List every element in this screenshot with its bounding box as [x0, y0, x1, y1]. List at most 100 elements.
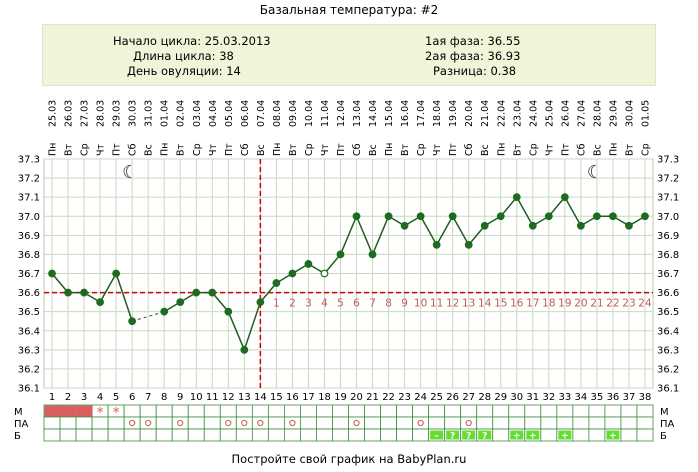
temperature-point	[593, 212, 601, 221]
day-number: 36	[607, 392, 620, 403]
temperature-point	[352, 212, 361, 221]
date-label: 12.04	[336, 100, 347, 127]
row-cell	[444, 416, 462, 430]
phase2-day-number: 12	[446, 298, 459, 310]
day-number: 6	[129, 392, 135, 403]
date-label: 25.03	[48, 100, 59, 127]
day-number: 11	[206, 392, 219, 403]
y-tick-right: 37.1	[657, 193, 679, 204]
row-cell	[316, 428, 333, 442]
row-cell	[332, 404, 349, 418]
ovulation-day: День овуляции: 14	[127, 64, 241, 78]
date-label: 30.03	[128, 100, 139, 127]
row-cell	[267, 428, 285, 442]
weekday-label: Пн	[160, 143, 171, 156]
weekday-label: Пн	[272, 143, 283, 156]
footer-link[interactable]: Постройте свой график на BabyPlan.ru	[231, 452, 467, 466]
pa-circle	[145, 419, 152, 427]
weekday-label: Вт	[176, 143, 187, 156]
weekday-label: Сб	[464, 143, 475, 156]
pa-circle	[241, 419, 248, 427]
row-cell	[171, 428, 189, 442]
phase2-day-number: 24	[638, 298, 652, 310]
date-label: 21.04	[480, 100, 491, 127]
date-label: 25.04	[544, 100, 555, 127]
weekday-label: Чт	[544, 143, 555, 156]
row-cell	[348, 404, 365, 418]
date-label: 18.04	[432, 100, 443, 127]
row-cell	[187, 416, 205, 430]
y-tick-right: 36.2	[657, 364, 679, 375]
y-tick-left: 36.9	[18, 231, 40, 242]
row-cell	[396, 416, 414, 430]
row-cell	[300, 404, 317, 418]
day-number: 18	[318, 392, 331, 403]
row-cell	[171, 416, 189, 430]
phase2-day-number: 22	[606, 298, 619, 310]
day-number: 25	[430, 392, 443, 403]
phase2-day-number: 7	[369, 298, 376, 310]
mucus-cell	[558, 430, 572, 440]
phase2-day-number: 5	[337, 298, 344, 310]
weekday-label: Пт	[560, 143, 571, 156]
weekday-label: Вт	[64, 143, 75, 156]
temperature-point	[96, 298, 104, 307]
row-cell	[235, 428, 253, 442]
date-label: 01.05	[640, 100, 651, 127]
y-tick-left: 36.4	[18, 326, 40, 337]
weekday-label: Сб	[128, 143, 139, 156]
row-cell	[428, 404, 446, 418]
day-number: 7	[145, 392, 151, 403]
date-label: 01.04	[160, 100, 171, 127]
date-label: 27.04	[576, 100, 587, 127]
date-label: 10.04	[304, 100, 315, 127]
temperature-line	[99, 273, 117, 303]
row-cell	[251, 416, 269, 430]
temperature-point	[560, 193, 569, 202]
pa-circle	[353, 419, 360, 427]
row-cell	[155, 404, 173, 418]
pa-circle	[129, 419, 136, 427]
weekday-label: Вс	[592, 144, 603, 156]
day-number: 30	[510, 392, 523, 403]
row-label: ПА	[14, 419, 29, 430]
temperature-line	[115, 273, 133, 322]
row-cell	[636, 428, 654, 442]
row-cell	[283, 404, 301, 418]
row-cell	[155, 416, 173, 430]
phase2-day-number: 2	[289, 298, 296, 310]
row-cell	[396, 428, 414, 442]
temperature-line	[323, 253, 342, 274]
row-cell	[540, 404, 558, 418]
row-cell	[524, 416, 542, 430]
y-tick-left: 37.1	[18, 193, 40, 204]
row-cell	[219, 416, 237, 430]
weekday-label: Вт	[288, 143, 299, 156]
row-label: Б	[14, 431, 21, 442]
menses-cell	[76, 405, 93, 417]
date-label: 23.04	[512, 100, 523, 127]
day-number: 19	[334, 392, 347, 403]
row-cell	[396, 404, 414, 418]
phase2-day-number: 11	[430, 298, 443, 310]
temperature-line	[419, 215, 438, 246]
temperature-point	[512, 193, 521, 202]
mucus-cell	[478, 430, 492, 440]
day-number: 4	[97, 392, 103, 403]
temperature-point	[288, 269, 297, 278]
day-number: 28	[478, 392, 491, 403]
day-number: 29	[494, 392, 507, 403]
row-cell	[267, 416, 285, 430]
row-cell	[91, 428, 109, 442]
date-label: 03.04	[192, 100, 203, 127]
row-cell	[620, 428, 638, 442]
temperature-line	[259, 282, 277, 303]
pa-circle	[225, 419, 232, 427]
temperature-point	[641, 212, 649, 221]
temperature-point	[160, 307, 169, 316]
mucus-mark: -	[435, 432, 439, 442]
row-cell	[348, 416, 365, 430]
temperature-point	[320, 269, 329, 278]
temperature-line	[468, 225, 486, 246]
day-number: 12	[222, 392, 235, 403]
